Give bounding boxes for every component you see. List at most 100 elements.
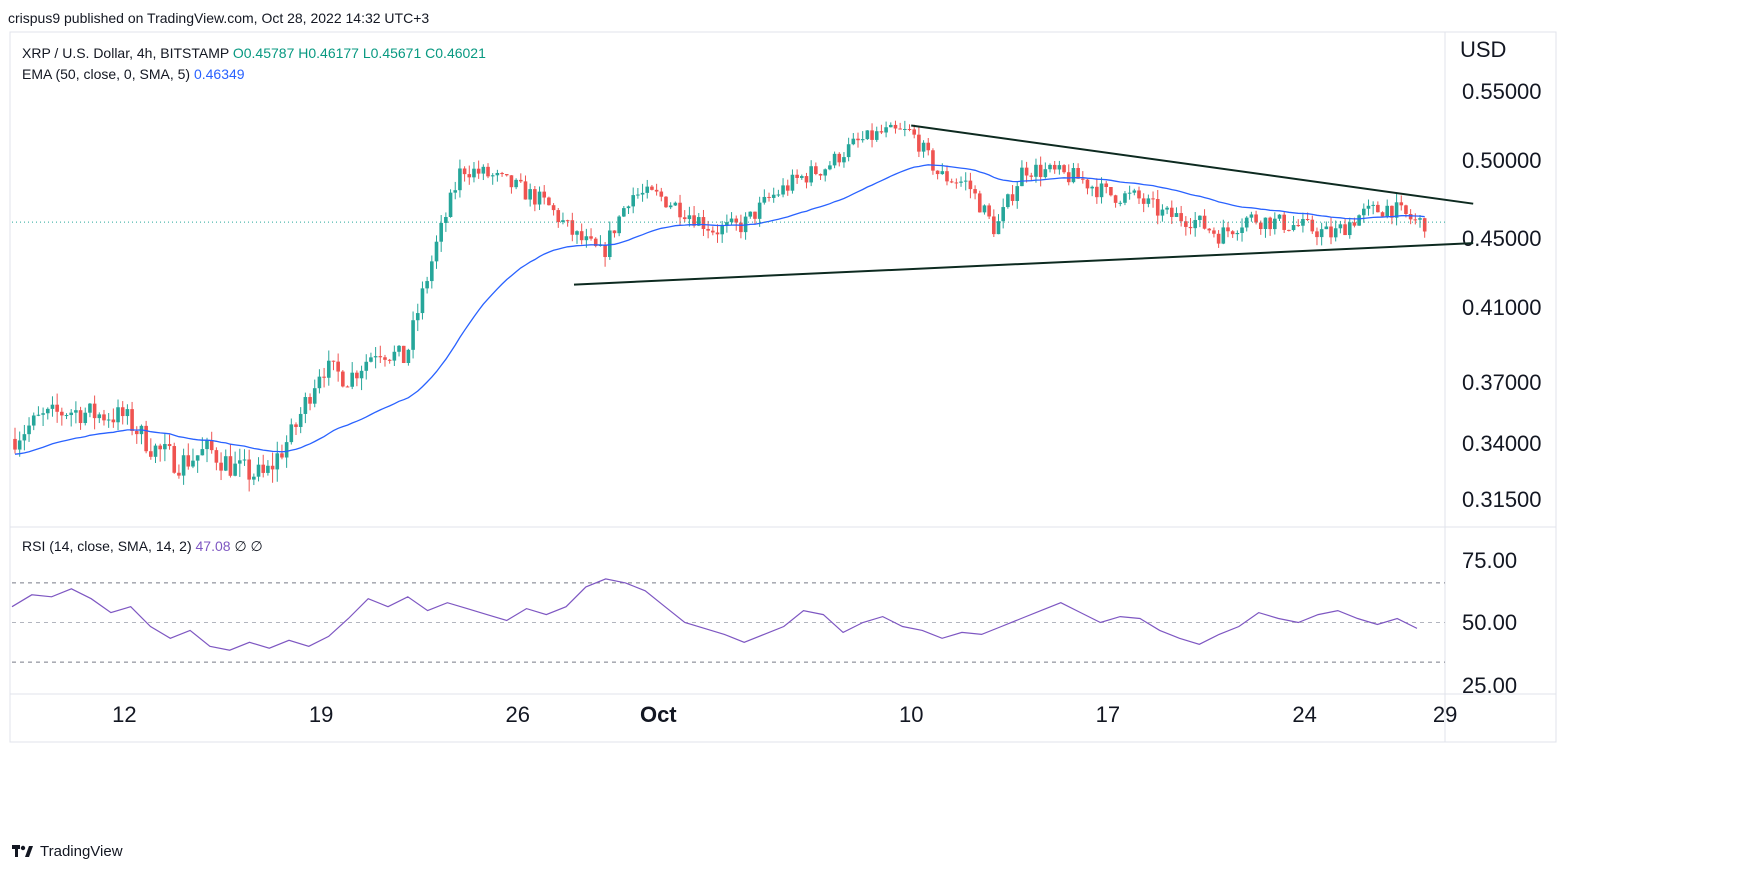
candle-body (828, 165, 832, 170)
candle-body (1151, 198, 1155, 200)
candle-body (1006, 194, 1010, 208)
candle-body (1184, 221, 1188, 227)
candle-body (120, 407, 125, 417)
candle-body (692, 215, 696, 226)
candle-body (430, 261, 434, 282)
candle-body (1081, 178, 1085, 180)
time-tick-label: 12 (112, 702, 136, 727)
candle-body (1422, 218, 1427, 232)
candle-body (570, 220, 575, 235)
candle-body (1109, 186, 1113, 196)
candle-body (781, 185, 785, 195)
candle-body (1090, 186, 1094, 189)
candle-body (987, 205, 991, 217)
candle-body (233, 463, 237, 476)
candle-body (664, 196, 668, 208)
candle-body (50, 404, 55, 409)
candle-body (69, 412, 73, 416)
candle-body (711, 230, 715, 233)
candle-body (846, 144, 851, 158)
rsi-label[interactable]: RSI (14, close, SMA, 14, 2) (22, 538, 192, 554)
candle-body (462, 168, 467, 175)
time-tick-label: 19 (309, 702, 333, 727)
candle-body (1418, 218, 1422, 220)
candle-body (97, 414, 102, 419)
candle-body (1216, 233, 1221, 244)
candle-body (238, 460, 242, 464)
trendline-upper[interactable] (911, 124, 1474, 205)
rsi-value: 47.08 (195, 538, 231, 554)
candle-body (1258, 222, 1263, 230)
candle-body (842, 157, 846, 163)
candle-body (453, 190, 458, 193)
ohlc-open: O0.45787 (232, 45, 295, 61)
candle-body (219, 462, 223, 471)
candle-body (907, 128, 912, 130)
time-tick-label: 29 (1433, 702, 1457, 727)
candle-body (373, 356, 378, 358)
ohlc-close: C0.46021 (425, 45, 486, 61)
candle-body (331, 360, 336, 362)
candle-body (1169, 207, 1174, 217)
candle-body (1062, 165, 1066, 173)
candle-body (1188, 226, 1193, 229)
candle-body (879, 131, 884, 133)
candle-body (748, 211, 753, 217)
candle-body (1034, 164, 1038, 177)
candle-body (106, 419, 111, 421)
candle-body (776, 194, 781, 196)
candles-group (13, 120, 1427, 492)
candle-body (41, 413, 45, 415)
candle-body (214, 450, 219, 463)
candle-body (523, 181, 528, 200)
candle-body (1123, 193, 1127, 203)
candle-body (406, 349, 411, 364)
symbol-title[interactable]: XRP / U.S. Dollar, 4h, BITSTAMP (22, 45, 229, 61)
candle-body (125, 409, 130, 417)
candle-body (326, 360, 331, 378)
candle-body (1254, 214, 1258, 223)
candle-body (350, 372, 354, 387)
candle-body (1404, 205, 1408, 215)
candle-body (626, 206, 631, 209)
candle-body (973, 189, 977, 194)
price-tick-label: 0.37000 (1462, 370, 1542, 395)
candle-body (1127, 192, 1132, 194)
ema-label[interactable]: EMA (50, close, 0, SMA, 5) (22, 66, 191, 82)
candle-body (949, 181, 954, 183)
candle-body (177, 472, 181, 476)
candle-body (884, 127, 888, 133)
candle-body (659, 191, 664, 197)
candle-body (1357, 215, 1361, 226)
candle-body (149, 451, 153, 457)
candle-body (130, 409, 134, 431)
candle-body (977, 193, 982, 213)
brand-footer[interactable]: TradingView (12, 843, 123, 860)
candle-body (593, 238, 598, 247)
candle-body (1029, 175, 1034, 177)
currency-label: USD (1460, 37, 1506, 62)
candle-body (467, 174, 472, 178)
candle-body (612, 230, 617, 234)
candle-body (415, 313, 420, 321)
candle-body (111, 419, 116, 423)
candle-body (88, 403, 92, 413)
candle-body (888, 124, 893, 128)
candle-body (500, 172, 504, 175)
candle-body (1024, 167, 1029, 176)
ema-line (14, 164, 1425, 455)
candle-body (392, 351, 397, 361)
candle-body (1155, 198, 1160, 216)
candle-body (757, 202, 762, 219)
candle-body (509, 175, 514, 188)
candle-body (486, 166, 490, 177)
candle-body (205, 440, 209, 450)
trendline-lower[interactable] (573, 242, 1474, 286)
candle-body (1146, 198, 1151, 204)
candle-body (31, 415, 36, 426)
candle-body (397, 345, 401, 352)
candle-body (514, 179, 518, 188)
candle-body (837, 153, 842, 163)
candle-body (64, 415, 69, 417)
candle-body (992, 216, 996, 235)
